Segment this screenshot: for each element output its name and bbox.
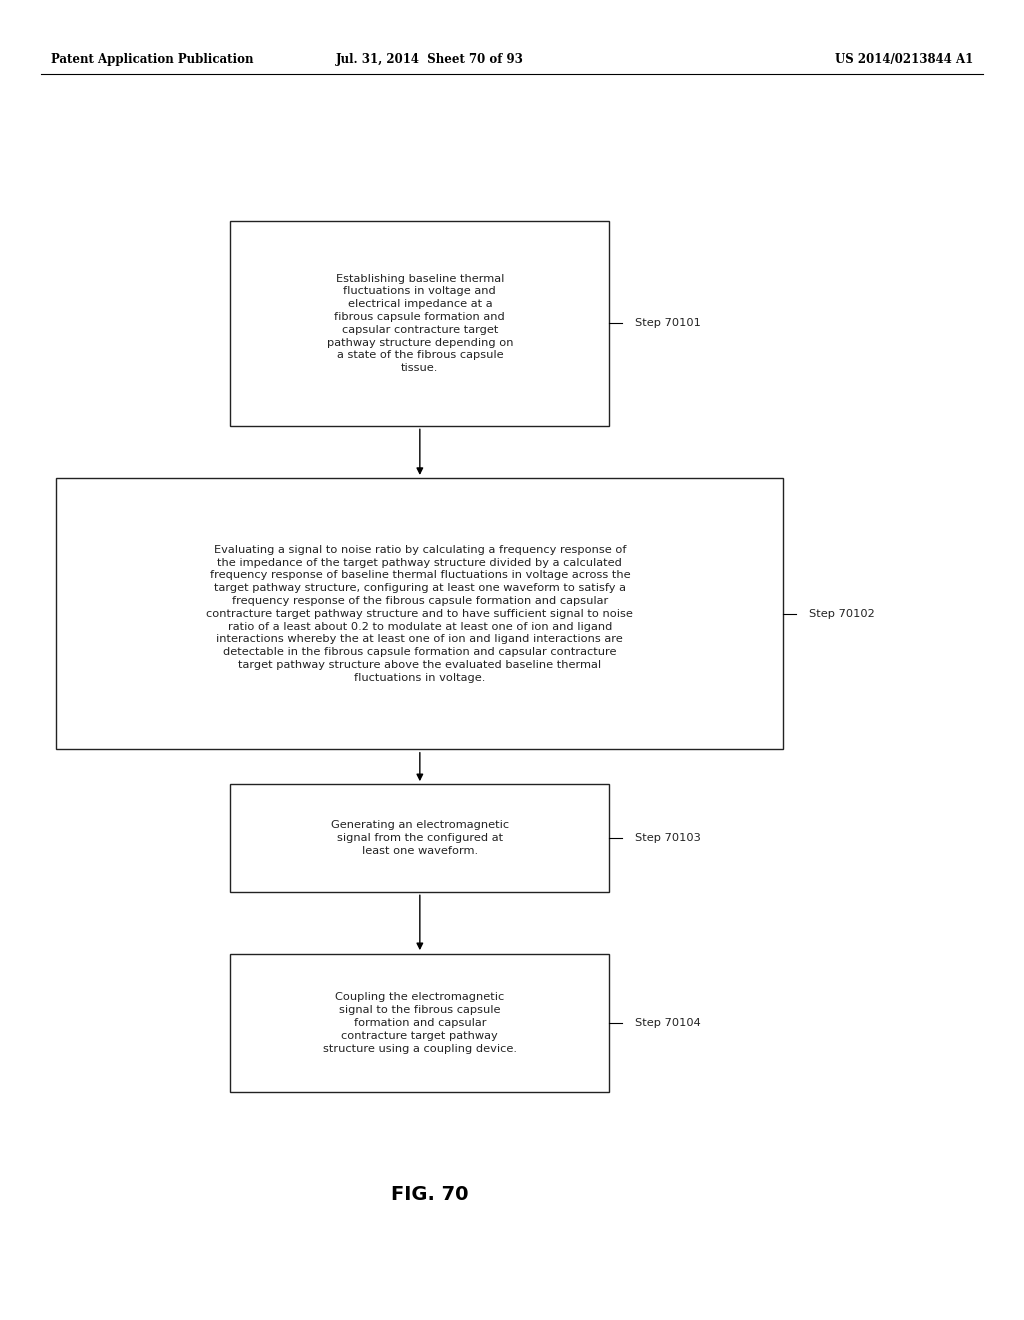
Text: Coupling the electromagnetic
signal to the fibrous capsule
formation and capsula: Coupling the electromagnetic signal to t… (323, 993, 517, 1053)
Text: Patent Application Publication: Patent Application Publication (51, 53, 254, 66)
Text: Evaluating a signal to noise ratio by calculating a frequency response of
the im: Evaluating a signal to noise ratio by ca… (207, 545, 633, 682)
Text: Step 70103: Step 70103 (635, 833, 700, 843)
Text: Generating an electromagnetic
signal from the configured at
least one waveform.: Generating an electromagnetic signal fro… (331, 821, 509, 855)
Bar (230, 220, 609, 425)
Bar (230, 953, 609, 1093)
Text: Establishing baseline thermal
fluctuations in voltage and
electrical impedance a: Establishing baseline thermal fluctuatio… (327, 273, 513, 374)
Text: Jul. 31, 2014  Sheet 70 of 93: Jul. 31, 2014 Sheet 70 of 93 (336, 53, 524, 66)
Text: Step 70102: Step 70102 (809, 609, 874, 619)
Text: US 2014/0213844 A1: US 2014/0213844 A1 (835, 53, 973, 66)
Text: FIG. 70: FIG. 70 (391, 1185, 469, 1204)
Text: Step 70101: Step 70101 (635, 318, 700, 329)
Text: Step 70104: Step 70104 (635, 1018, 700, 1028)
Bar (56, 478, 783, 748)
Bar (230, 784, 609, 892)
